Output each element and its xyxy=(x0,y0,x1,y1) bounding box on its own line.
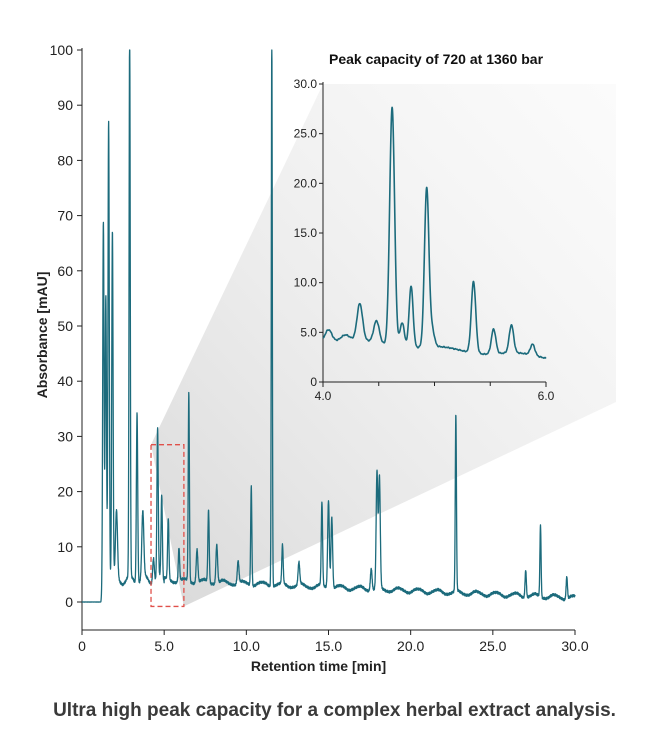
figure-caption: Ultra high peak capacity for a complex h… xyxy=(53,700,616,721)
y-tick-label: 0 xyxy=(65,594,73,610)
y-tick-label: 60 xyxy=(57,263,73,279)
zoom-projection-shape xyxy=(151,84,616,607)
y-axis-label: Absorbance [mAU] xyxy=(34,272,50,399)
inset-y-tick-label: 15.0 xyxy=(294,226,318,240)
y-tick-label: 40 xyxy=(57,373,73,389)
x-tick-label: 30.0 xyxy=(561,638,588,654)
y-tick-label: 30 xyxy=(57,428,73,444)
inset-y-tick-label: 30.0 xyxy=(294,77,318,91)
x-tick-label: 15.0 xyxy=(315,638,342,654)
x-tick-label: 25.0 xyxy=(479,638,506,654)
inset-chromatogram-trace xyxy=(322,106,547,360)
y-tick-label: 100 xyxy=(50,42,74,58)
y-tick-label: 50 xyxy=(57,318,73,334)
inset-title: Peak capacity of 720 at 1360 bar xyxy=(329,51,544,67)
chromatogram-figure: 0 10 20 30 40 50 60 70 80 90 100 0 5.0 10.0 15.0 20.0 25… xyxy=(34,42,616,674)
inset-x-tick-label: 6.0 xyxy=(538,389,555,403)
y-tick-label: 20 xyxy=(57,484,73,500)
y-tick-label: 70 xyxy=(57,208,73,224)
inset-y-tick-label: 5.0 xyxy=(300,325,317,339)
inset-x-tick-label: 4.0 xyxy=(315,389,332,403)
main-chart: 0 10 20 30 40 50 60 70 80 90 100 0 5.0 10.0 15.0 20.0 25… xyxy=(34,42,589,674)
zoom-region-box xyxy=(150,444,185,608)
chromatogram-svg: 0 10 20 30 40 50 60 70 80 90 100 0 5.0 10.0 15.0 20.0 25… xyxy=(34,42,616,674)
inset-y-tick-label: 25.0 xyxy=(294,127,318,141)
inset-chart: Peak capacity of 720 at 1360 bar 0 5.0 10.0… xyxy=(294,51,555,403)
y-tick-label: 80 xyxy=(57,152,73,168)
inset-y-tick-label: 20.0 xyxy=(294,176,318,190)
x-axis-label: Retention time [min] xyxy=(251,658,386,674)
x-tick-label: 10.0 xyxy=(233,638,260,654)
y-tick-label: 10 xyxy=(57,539,73,555)
x-tick-label: 5.0 xyxy=(154,638,174,654)
y-tick-label: 90 xyxy=(57,97,73,113)
inset-y-tick-label: 0 xyxy=(310,375,317,389)
x-tick-label: 0 xyxy=(78,638,86,654)
main-chromatogram-trace xyxy=(81,49,576,603)
inset-y-tick-label: 10.0 xyxy=(294,276,318,290)
zoom-projection xyxy=(151,84,616,607)
x-tick-label: 20.0 xyxy=(397,638,424,654)
